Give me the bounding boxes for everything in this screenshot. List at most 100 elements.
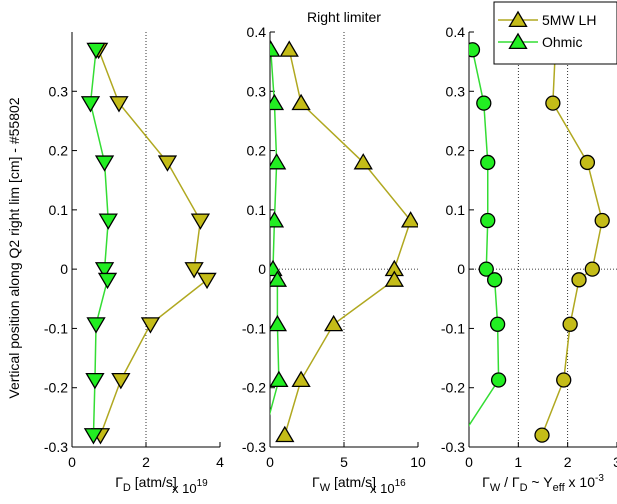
y-tick-label: 0 [457, 261, 465, 277]
x-axis-label-subscript: W [320, 482, 331, 494]
x-axis-label-superscript: -3 [595, 473, 604, 484]
series-group [469, 42, 610, 443]
data-point-ohmic [86, 42, 106, 60]
y-tick-label: -0.1 [242, 320, 266, 336]
x-axis-label-text: Γ [312, 474, 320, 490]
x-axis-label-text: [atm/s] [330, 474, 376, 490]
data-point-lhcd [562, 316, 578, 332]
legend-label-ohmic: Ohmic [542, 34, 582, 50]
data-point-ohmic [490, 372, 507, 388]
y-tick-label: -0.1 [441, 320, 465, 336]
x-axis-exponent-base: x 10 [370, 481, 395, 496]
x-tick-label: 1 [514, 454, 522, 470]
x-tick-label: 4 [216, 454, 224, 470]
x-axis-label-subscript: D [123, 482, 131, 494]
x-axis-label-text: Γ [115, 474, 123, 490]
x-tick-label: 10 [410, 454, 426, 470]
x-axis-exponent-power: 16 [395, 478, 407, 489]
y-tick-label: 0.3 [49, 83, 69, 99]
y-tick-label: 0.2 [247, 143, 267, 159]
x-axis-label-text: ~ Y [528, 474, 554, 490]
series-group [80, 42, 217, 445]
data-point-ohmic [80, 96, 101, 113]
y-tick-label: -0.3 [242, 439, 266, 455]
x-tick-label: 2 [564, 454, 572, 470]
data-point-lhcd [275, 425, 295, 443]
data-point-lhcd [111, 372, 131, 390]
x-tick-label: 5 [340, 454, 348, 470]
data-point-ohmic [270, 40, 281, 57]
y-tick-label: -0.2 [441, 380, 465, 396]
data-point-ohmic [98, 213, 118, 230]
y-tick-label: 0.1 [446, 202, 466, 218]
y-tick-label: 0.2 [49, 143, 69, 159]
data-point-ohmic [270, 370, 289, 388]
data-point-ohmic [270, 153, 287, 170]
data-point-lhcd [571, 272, 587, 288]
data-point-ohmic [469, 42, 481, 58]
data-point-lhcd [197, 272, 217, 290]
y-tick-label: 0 [258, 261, 266, 277]
y-tick-label: -0.1 [44, 320, 68, 336]
x-axis-exponent-power: 19 [197, 478, 209, 489]
data-point-ohmic [94, 155, 115, 172]
data-point-ohmic [270, 259, 283, 277]
data-point-lhcd [291, 93, 311, 111]
data-point-ohmic [86, 317, 106, 334]
y-tick-label: 0.1 [247, 202, 267, 218]
y-tick-label: -0.2 [44, 380, 68, 396]
data-point-ohmic [270, 93, 285, 111]
data-point-ohmic [480, 154, 496, 171]
data-point-ohmic [94, 262, 115, 279]
data-point-lhcd [140, 317, 161, 334]
legend-label-lhcd: 5MW LH [542, 12, 596, 28]
x-axis-label: ΓD [atm/s] [115, 474, 177, 494]
data-point-lhcd [279, 40, 299, 57]
x-tick-label: 0 [465, 454, 473, 470]
y-tick-label: -0.2 [242, 380, 266, 396]
data-point-lhcd [157, 155, 178, 172]
y-tick-label: 0.2 [446, 143, 466, 159]
data-point-lhcd [556, 372, 572, 388]
x-axis-label: ΓW [atm/s] [312, 474, 376, 494]
data-point-lhcd [184, 262, 204, 279]
series-group [270, 40, 418, 443]
data-point-ohmic [270, 211, 285, 228]
data-point-ohmic [487, 272, 503, 288]
y-tick-label: 0 [60, 261, 68, 277]
panel-title: Right limiter [307, 9, 381, 25]
x-axis-label-subscript: D [520, 482, 528, 494]
y-tick-label: 0.3 [446, 83, 466, 99]
data-point-lhcd [534, 427, 550, 443]
data-point-lhcd [579, 154, 596, 171]
data-point-ohmic [85, 372, 105, 390]
panel-3: -0.3 -0.2 -0.1 0 0.1 0.2 0.3 0.4 0 1 2 3 ΓW / ΓD ~ Y… [441, 1, 617, 494]
y-tick-label: 0.4 [247, 24, 267, 40]
y-tick-label: -0.3 [441, 439, 465, 455]
x-axis-label-text: / Γ [500, 474, 520, 490]
x-axis-label-text: Γ [482, 474, 490, 490]
x-axis-label-text: [atm/s] [131, 474, 177, 490]
data-point-lhcd [190, 213, 211, 230]
x-tick-label: 2 [142, 454, 150, 470]
data-point-ohmic [478, 261, 494, 277]
data-point-lhcd [584, 261, 600, 277]
shared-y-axis-label: Vertical position along Q2 right lim [cm… [6, 97, 22, 398]
y-tick-label: 0.4 [446, 24, 466, 40]
data-point-ohmic [480, 212, 496, 229]
data-point-ohmic [476, 95, 492, 111]
data-point-lhcd [400, 211, 418, 228]
legend-marker-ohmic [508, 32, 528, 50]
panel-2: -0.3 -0.2 -0.1 0 0.1 0.2 0.3 0.4 0 5 10 Right limit… [242, 9, 426, 496]
data-point-ohmic [489, 316, 506, 332]
data-point-lhcd [594, 212, 610, 229]
panel-1: -0.3 -0.2 -0.1 0 0.1 0.2 0.3 0 2 4 ΓD [atm/s]x 101… [44, 32, 224, 496]
x-axis-exponent: x 1019 [172, 478, 208, 496]
x-axis-label: ΓW / ΓD ~ Yeff x 10-3 [482, 473, 604, 494]
data-point-lhcd [324, 314, 344, 332]
y-tick-label: -0.3 [44, 439, 68, 455]
x-axis-label-subscript: eff [553, 482, 566, 494]
legend: 5MW LH Ohmic [493, 1, 617, 65]
x-tick-label: 3 [613, 454, 617, 470]
data-point-ohmic [83, 428, 104, 445]
